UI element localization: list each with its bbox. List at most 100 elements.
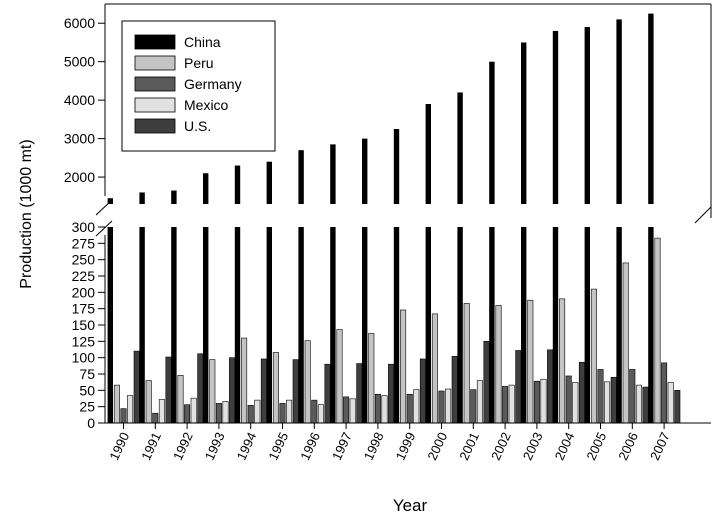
x-tick-label-2006: 2006 bbox=[615, 430, 641, 463]
bar-china-1996-lower bbox=[298, 227, 304, 423]
bar-china-1998 bbox=[362, 138, 368, 204]
bar-peru-1998 bbox=[368, 333, 375, 424]
bar-u-s-1996 bbox=[324, 363, 331, 424]
bar-germany-1995 bbox=[279, 403, 286, 424]
x-tick-label-2004: 2004 bbox=[552, 430, 578, 463]
bar-china-1993-lower bbox=[203, 227, 209, 423]
bar-germany-2001 bbox=[470, 389, 477, 424]
bar-mexico-2006 bbox=[635, 384, 642, 424]
y-tick-label-150: 150 bbox=[72, 317, 96, 333]
bar-germany-2003 bbox=[533, 380, 540, 424]
bar-china-1997-lower bbox=[330, 227, 336, 423]
bar-mexico-2005 bbox=[604, 381, 611, 424]
legend-label-peru: Peru bbox=[184, 55, 214, 71]
bar-mexico-1990 bbox=[127, 395, 134, 424]
x-tick-label-1998: 1998 bbox=[361, 430, 387, 463]
bar-peru-1994 bbox=[241, 337, 248, 424]
bar-germany-2006 bbox=[629, 369, 636, 424]
bar-china-1992-lower bbox=[171, 227, 177, 423]
bar-china-1998-lower bbox=[362, 227, 368, 423]
bar-peru-1996 bbox=[304, 340, 311, 424]
y-tick-label-300: 300 bbox=[72, 219, 96, 235]
bar-mexico-1999 bbox=[413, 389, 420, 424]
bar-germany-2004 bbox=[565, 375, 572, 424]
bar-china-1993 bbox=[203, 173, 209, 204]
x-tick-label-1999: 1999 bbox=[393, 430, 419, 463]
bar-china-1991-lower bbox=[139, 227, 145, 423]
bar-mexico-2000 bbox=[445, 388, 452, 424]
bar-u-s-1999 bbox=[419, 358, 426, 424]
bar-germany-1990 bbox=[120, 408, 127, 424]
y-tick-label-25: 25 bbox=[79, 399, 95, 415]
bar-china-2002 bbox=[489, 61, 495, 204]
bar-peru-1992 bbox=[177, 375, 184, 424]
bar-mexico-1993 bbox=[222, 401, 229, 424]
bar-china-2003 bbox=[521, 42, 527, 204]
legend-swatch-china bbox=[134, 34, 176, 50]
y-tick-label-4000: 4000 bbox=[64, 92, 95, 108]
bar-china-1995 bbox=[266, 161, 272, 204]
x-tick-label-1995: 1995 bbox=[265, 430, 291, 463]
legend-swatch-mexico bbox=[134, 97, 176, 113]
bar-u-s-2000 bbox=[451, 356, 458, 424]
bar-peru-2007 bbox=[654, 237, 661, 424]
bar-peru-2003 bbox=[527, 299, 534, 424]
bar-peru-2000 bbox=[431, 313, 438, 424]
y-tick-label-100: 100 bbox=[72, 350, 96, 366]
bar-china-2004 bbox=[552, 30, 559, 204]
bar-mexico-2001 bbox=[476, 380, 483, 424]
x-tick-label-2003: 2003 bbox=[520, 430, 546, 463]
bar-china-1994-lower bbox=[234, 227, 241, 423]
bar-peru-2002 bbox=[495, 305, 502, 424]
axis-break-mark-right bbox=[694, 206, 712, 224]
bar-china-1999 bbox=[393, 129, 400, 204]
bar-china-2005 bbox=[584, 27, 590, 205]
bar-mexico-2003 bbox=[540, 378, 547, 424]
bar-china-2000 bbox=[425, 104, 431, 204]
bar-china-1997 bbox=[330, 144, 336, 204]
x-axis-label: Year bbox=[393, 496, 428, 515]
bar-u-s-2007 bbox=[674, 390, 681, 424]
x-tick-label-1992: 1992 bbox=[170, 430, 196, 463]
y-tick-label-75: 75 bbox=[79, 366, 95, 382]
bar-germany-1993 bbox=[215, 403, 222, 424]
x-tick-label-1994: 1994 bbox=[234, 430, 260, 463]
bar-peru-1997 bbox=[336, 329, 343, 424]
axis-break-mark-lower bbox=[95, 220, 113, 237]
bar-china-2004-lower bbox=[552, 227, 559, 423]
y-tick-label-250: 250 bbox=[72, 252, 96, 268]
legend: China Peru Germany Mexico U.S. bbox=[121, 20, 276, 152]
bar-mexico-1992 bbox=[190, 397, 197, 424]
bar-mexico-1997 bbox=[349, 398, 356, 424]
plot-frame bbox=[95, 3, 712, 424]
bar-china-1991 bbox=[139, 192, 145, 204]
y-axis-ticks: 2000300040005000600002550751001251501752… bbox=[64, 15, 105, 431]
legend-swatch-peru bbox=[134, 55, 176, 71]
legend-swatch-germany bbox=[134, 76, 176, 92]
x-tick-label-2000: 2000 bbox=[424, 430, 450, 463]
bar-u-s-2001 bbox=[483, 341, 490, 424]
bar-peru-2004 bbox=[559, 298, 566, 424]
bar-china-2007-lower bbox=[648, 227, 654, 423]
bar-china-2001 bbox=[457, 92, 463, 204]
bar-peru-1993 bbox=[209, 359, 216, 424]
bar-u-s-1991 bbox=[165, 356, 172, 424]
bar-mexico-2004 bbox=[572, 382, 579, 424]
x-tick-label-2002: 2002 bbox=[488, 430, 514, 463]
bar-germany-1992 bbox=[184, 404, 191, 424]
legend-label-germany: Germany bbox=[184, 76, 242, 92]
bar-u-s-1992 bbox=[197, 353, 204, 424]
bar-china-2005-lower bbox=[584, 227, 590, 423]
bar-china-1994 bbox=[234, 165, 241, 204]
y-tick-label-50: 50 bbox=[79, 382, 95, 398]
axis-break-mark-upper bbox=[95, 199, 113, 216]
bar-germany-2005 bbox=[597, 369, 604, 424]
x-tick-label-2007: 2007 bbox=[647, 430, 673, 463]
bar-china-2002-lower bbox=[489, 227, 495, 423]
bar-u-s-1994 bbox=[260, 358, 267, 424]
bar-peru-1995 bbox=[272, 352, 279, 424]
bars-layer bbox=[107, 13, 681, 424]
bar-peru-1991 bbox=[145, 380, 152, 424]
y-tick-label-2000: 2000 bbox=[64, 169, 95, 185]
